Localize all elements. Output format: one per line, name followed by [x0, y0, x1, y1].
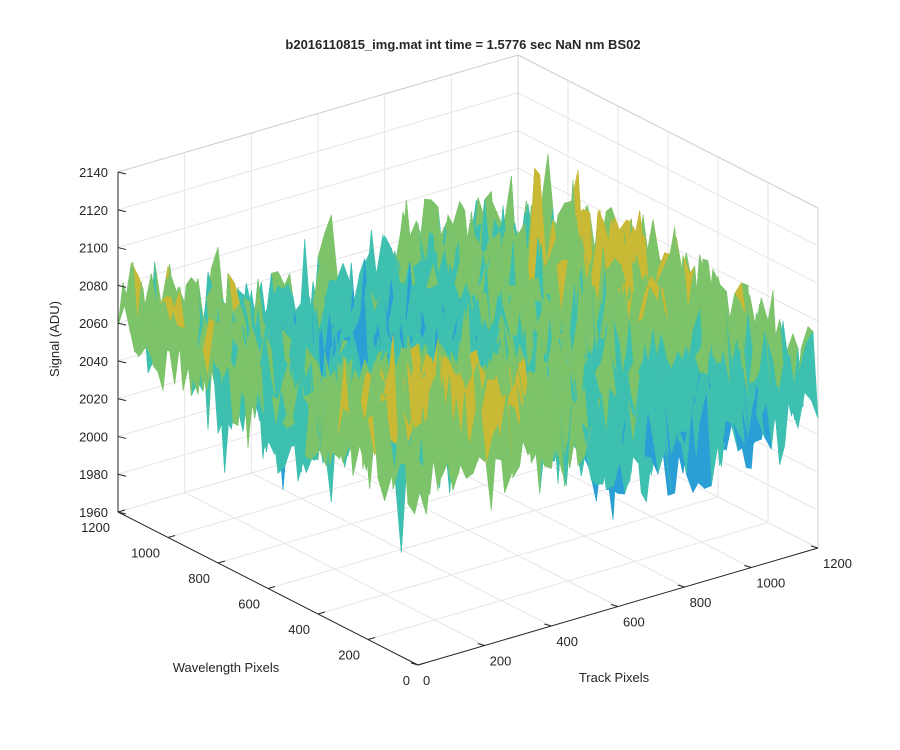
- y-tick-label: 400: [288, 622, 310, 637]
- y-tick-label: 800: [188, 571, 210, 586]
- z-tick-label: 2100: [79, 241, 108, 256]
- grid-line: [517, 130, 819, 285]
- y-tick-label: 1000: [131, 546, 160, 561]
- grid-line: [117, 167, 519, 286]
- x-tick: [610, 604, 619, 607]
- z-tick: [117, 360, 127, 364]
- y-tick: [117, 509, 126, 513]
- x-tick: [410, 662, 419, 666]
- x-tick-label: 600: [623, 615, 645, 630]
- surface-mesh: [117, 154, 819, 553]
- y-tick: [217, 560, 226, 564]
- z-tick: [117, 209, 127, 213]
- x-axis-label: Track Pixels: [579, 670, 650, 685]
- z-tick-label: 2040: [79, 354, 108, 369]
- z-tick: [117, 322, 127, 326]
- z-tick-label: 2000: [79, 429, 108, 444]
- chart-title: b2016110815_img.mat int time = 1.5776 se…: [285, 37, 640, 52]
- z-tick-label: 1980: [79, 467, 108, 482]
- z-tick: [117, 435, 127, 439]
- z-tick-label: 2120: [79, 203, 108, 218]
- grid-line: [117, 92, 519, 211]
- grid-line: [517, 167, 819, 322]
- box-edge: [517, 54, 819, 209]
- x-tick-label: 200: [490, 654, 512, 669]
- surface-patch: [412, 421, 425, 492]
- z-tick-label: 1960: [79, 505, 108, 520]
- z-tick-label: 2140: [79, 165, 108, 180]
- grid-line: [517, 92, 819, 247]
- y-tick: [317, 611, 326, 615]
- x-tick-label: 1000: [756, 576, 785, 591]
- z-tick: [117, 284, 127, 288]
- z-tick-label: 2080: [79, 278, 108, 293]
- z-tick: [117, 511, 127, 515]
- y-tick: [167, 535, 176, 538]
- x-tick: [744, 565, 752, 568]
- tick-labels: 0 200 400 600 800 1000 1200 0 200 400 600 800 1000 12…: [79, 165, 852, 688]
- z-tick: [117, 171, 127, 175]
- x-tick-label: 800: [690, 595, 712, 610]
- axes: [117, 171, 819, 666]
- grid-line: [317, 496, 719, 615]
- y-tick-label: 0: [403, 673, 410, 688]
- grid-line: [267, 471, 669, 589]
- grid-line: [367, 522, 769, 640]
- y-tick: [367, 637, 376, 640]
- y-tick: [417, 662, 426, 666]
- grid-line: [117, 130, 519, 249]
- box-edge: [117, 54, 519, 173]
- x-tick: [677, 584, 685, 588]
- y-tick-label: 600: [238, 597, 260, 612]
- y-tick-label: 1200: [81, 520, 110, 535]
- x-tick-label: 1200: [823, 556, 852, 571]
- y-axis-label: Wavelength Pixels: [173, 660, 280, 675]
- y-tick: [267, 586, 276, 589]
- z-tick: [117, 398, 127, 402]
- x-tick-label: 0: [423, 673, 430, 688]
- z-axis-label: Signal (ADU): [47, 301, 62, 377]
- z-tick-label: 2020: [79, 392, 108, 407]
- x-tick: [810, 545, 819, 549]
- x-tick: [544, 623, 552, 627]
- x-tick-label: 400: [556, 634, 578, 649]
- z-tick: [117, 247, 127, 251]
- z-tick-label: 2060: [79, 316, 108, 331]
- z-tick: [117, 473, 127, 477]
- x-tick: [477, 643, 485, 646]
- y-tick-label: 200: [338, 648, 360, 663]
